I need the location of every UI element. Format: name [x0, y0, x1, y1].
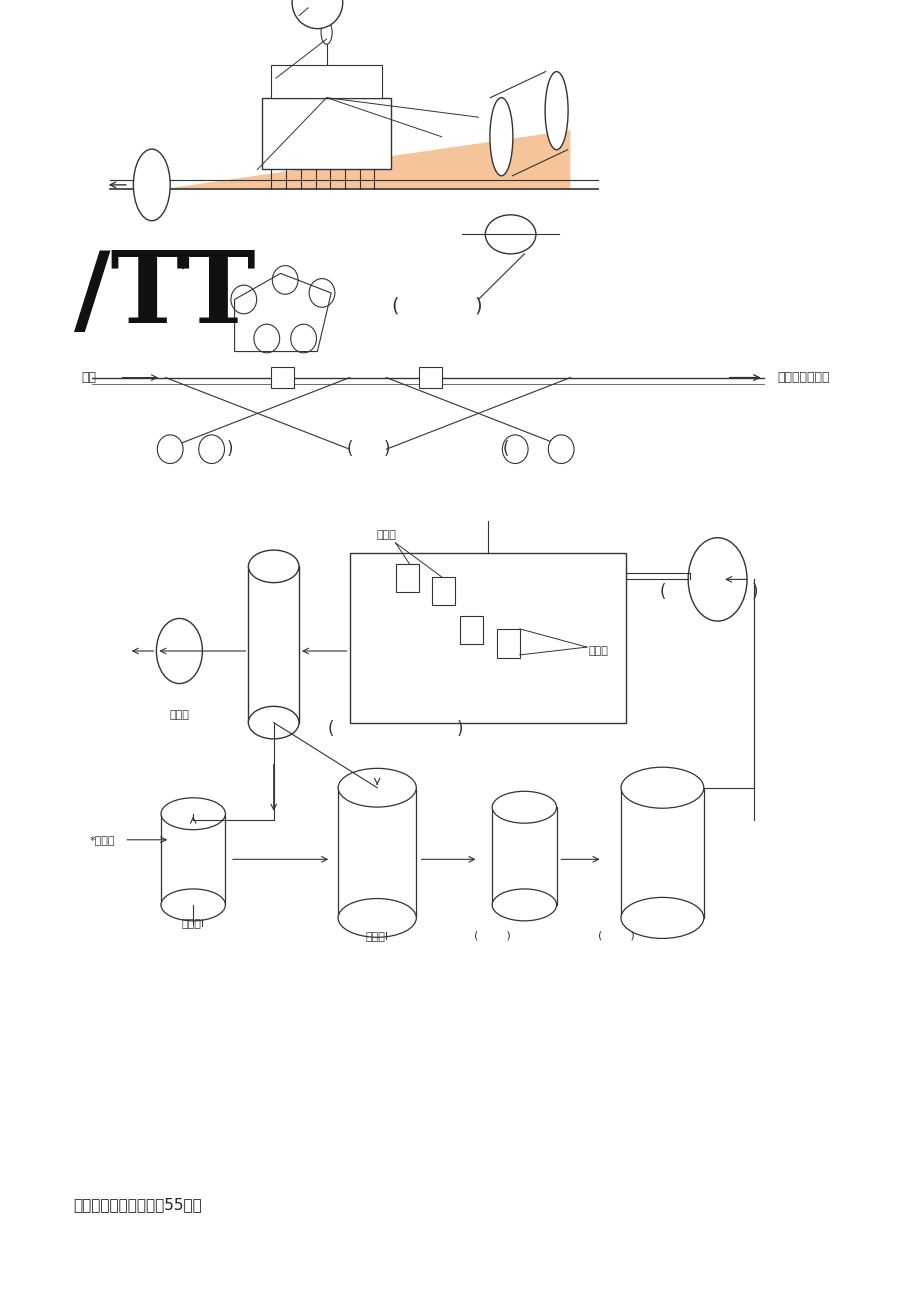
Bar: [248, 566, 299, 723]
Text: ): ): [456, 720, 463, 738]
Bar: [492, 807, 556, 905]
Bar: [418, 367, 441, 388]
Bar: [432, 577, 455, 605]
Ellipse shape: [199, 435, 224, 464]
Ellipse shape: [161, 798, 225, 829]
Ellipse shape: [231, 285, 256, 314]
Text: 水刺头: 水刺头: [376, 530, 396, 540]
Ellipse shape: [248, 706, 299, 740]
Bar: [271, 367, 294, 388]
Ellipse shape: [548, 435, 573, 464]
Circle shape: [687, 538, 746, 621]
Text: (: (: [328, 720, 334, 738]
Ellipse shape: [490, 98, 513, 176]
Ellipse shape: [290, 324, 316, 353]
Ellipse shape: [248, 551, 299, 583]
Bar: [271, 65, 381, 98]
Ellipse shape: [157, 435, 183, 464]
Text: (        ): ( ): [473, 931, 510, 941]
Ellipse shape: [291, 0, 342, 29]
Text: ): ): [474, 297, 482, 315]
Text: ): ): [750, 583, 757, 602]
Ellipse shape: [338, 768, 416, 807]
Ellipse shape: [133, 148, 170, 221]
Ellipse shape: [502, 435, 528, 464]
Text: (        ): ( ): [597, 931, 634, 941]
Ellipse shape: [161, 889, 225, 921]
Text: (: (: [503, 440, 508, 458]
Ellipse shape: [544, 72, 568, 150]
Bar: [338, 788, 416, 918]
Ellipse shape: [492, 889, 556, 921]
Ellipse shape: [492, 792, 556, 823]
Ellipse shape: [338, 898, 416, 937]
Ellipse shape: [309, 279, 335, 307]
Text: 三问答题和论述题（共55分）: 三问答题和论述题（共55分）: [74, 1197, 202, 1212]
Ellipse shape: [321, 21, 332, 44]
Bar: [349, 553, 625, 723]
Text: ): ): [226, 440, 233, 458]
Text: 贮水筒Ⅰ: 贮水筒Ⅰ: [365, 931, 389, 941]
Ellipse shape: [272, 266, 298, 294]
Ellipse shape: [620, 767, 703, 809]
Bar: [262, 98, 391, 169]
Bar: [395, 564, 418, 592]
Ellipse shape: [485, 215, 536, 254]
Ellipse shape: [620, 897, 703, 939]
Text: 胶水箱: 胶水箱: [588, 646, 608, 656]
Text: 袋滤机Ⅰ: 袋滤机Ⅰ: [181, 918, 205, 928]
Bar: [460, 616, 482, 644]
Text: (: (: [391, 297, 399, 315]
Ellipse shape: [254, 324, 279, 353]
Bar: [620, 788, 703, 918]
Bar: [161, 814, 225, 905]
Text: *卜充水: *卜充水: [89, 835, 115, 845]
Text: 纤网: 纤网: [82, 371, 96, 384]
Text: 真空泵: 真空泵: [169, 710, 189, 720]
Text: /TT: /TT: [74, 247, 255, 345]
Text: (: (: [346, 440, 352, 458]
Text: 水刺非织造材料: 水刺非织造材料: [777, 371, 829, 384]
Text: (: (: [659, 583, 664, 602]
Text: ): ): [382, 440, 390, 458]
Bar: [496, 629, 519, 658]
Circle shape: [156, 618, 202, 684]
Polygon shape: [165, 130, 570, 189]
